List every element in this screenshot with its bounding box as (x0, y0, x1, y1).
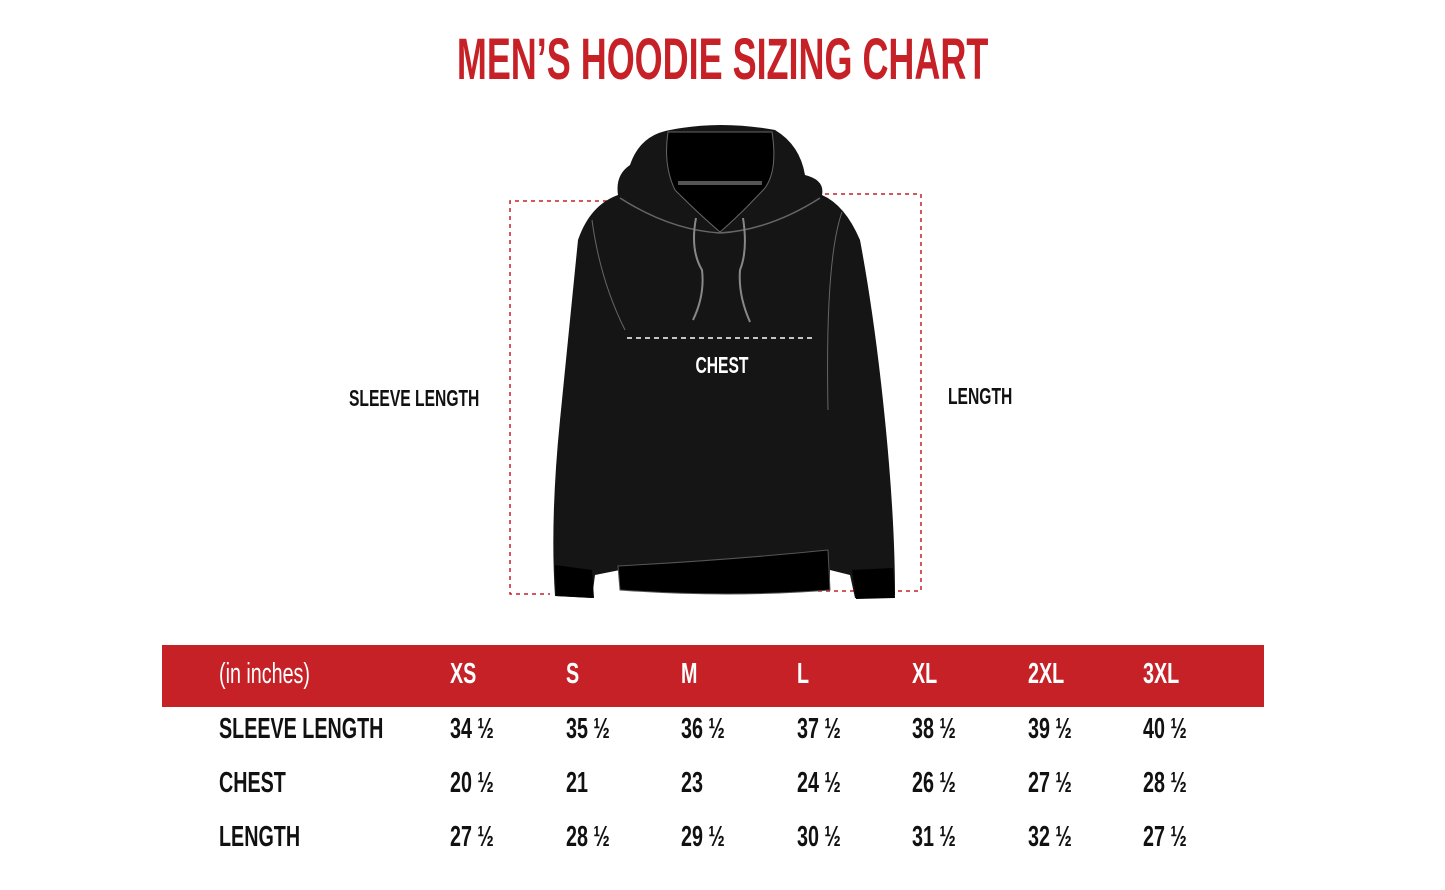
size-header: XL (912, 658, 938, 690)
table-cell: 39 ½ (1028, 713, 1072, 745)
size-header: XS (450, 658, 477, 690)
sleeve-length-label: SLEEVE LENGTH (349, 385, 480, 411)
table-cell: 23 (681, 767, 703, 799)
size-header: M (681, 658, 698, 690)
hoodie-illustration (509, 125, 922, 599)
row-label: SLEEVE LENGTH (219, 713, 384, 745)
row-label: CHEST (219, 767, 286, 799)
table-cell: 36 ½ (681, 713, 725, 745)
table-cell: 38 ½ (912, 713, 956, 745)
length-label: LENGTH (948, 383, 1013, 409)
table-cell: 27 ½ (1028, 767, 1072, 799)
table-cell: 20 ½ (450, 767, 494, 799)
table-cell: 30 ½ (797, 821, 841, 853)
table-cell: 40 ½ (1143, 713, 1187, 745)
page-title: MEN’S HOODIE SIZING CHART (456, 27, 989, 92)
size-header: 3XL (1143, 658, 1180, 690)
table-cell: 21 (566, 767, 588, 799)
table-cell: 34 ½ (450, 713, 494, 745)
size-header: L (797, 658, 810, 690)
table-cell: 28 ½ (566, 821, 610, 853)
table-header-band (162, 645, 1264, 707)
size-header: 2XL (1028, 658, 1065, 690)
table-cell: 32 ½ (1028, 821, 1072, 853)
table-cell: 31 ½ (912, 821, 956, 853)
table-cell: 24 ½ (797, 767, 841, 799)
table-cell: 35 ½ (566, 713, 610, 745)
table-cell: 28 ½ (1143, 767, 1187, 799)
table-cell: 29 ½ (681, 821, 725, 853)
unit-label: (in inches) (219, 658, 310, 690)
chest-label: CHEST (695, 352, 749, 378)
table-cell: 26 ½ (912, 767, 956, 799)
row-label: LENGTH (219, 821, 301, 853)
table-cell: 27 ½ (450, 821, 494, 853)
table-cell: 27 ½ (1143, 821, 1187, 853)
table-cell: 37 ½ (797, 713, 841, 745)
size-header: S (566, 658, 580, 690)
